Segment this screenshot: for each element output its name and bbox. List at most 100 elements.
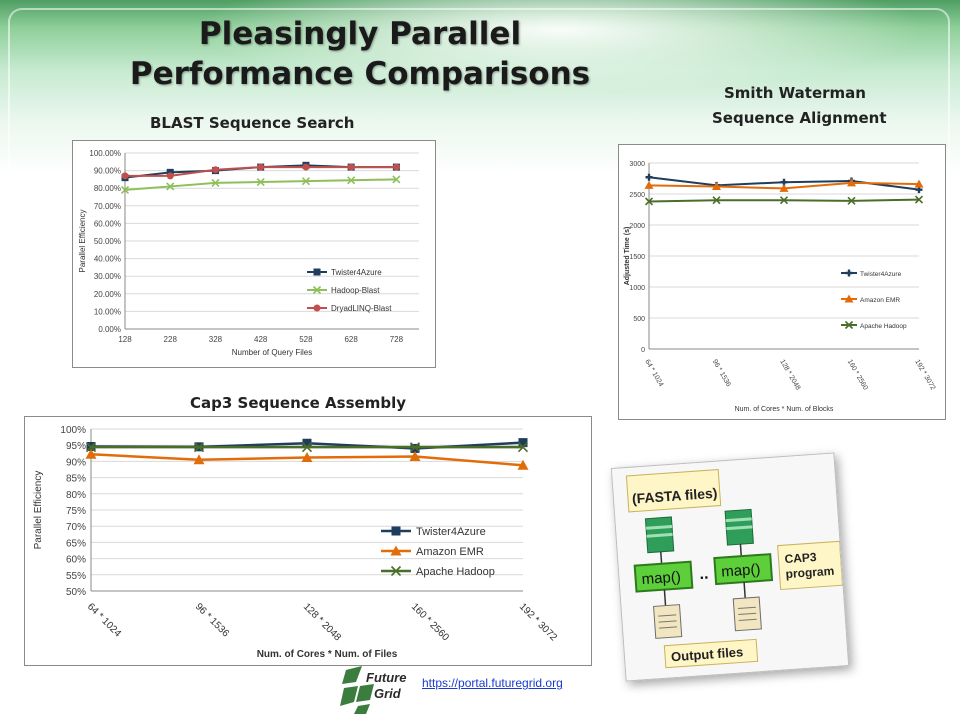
data-point [193, 442, 205, 453]
y-tick-label: 0 [641, 347, 645, 354]
sw-chart: 0 500 1000 1500 2000 2500 3000 64 * 1024 96 * 15… [624, 161, 936, 413]
x-tick-label: 192 * 3072 [913, 359, 936, 392]
x-tick-label: 96 * 1536 [711, 359, 732, 389]
y-axis-title: Adjusted Time (s) [624, 227, 631, 286]
data-point [392, 163, 400, 171]
input-files-label: (FASTA files) [631, 485, 717, 507]
y-tick-label: 100.00% [89, 149, 121, 158]
legend-item: DryadLINQ-Blast [307, 304, 392, 313]
data-point [301, 177, 310, 186]
cap3-program-box [777, 540, 844, 591]
y-tick-label: 70.00% [94, 202, 121, 211]
data-point [392, 175, 401, 184]
y-tick-label: 3000 [629, 161, 645, 168]
data-point [257, 163, 265, 171]
x-tick-label: 160 * 2560 [846, 359, 869, 392]
legend-marker [390, 545, 402, 556]
y-tick-label: 95% [66, 441, 86, 452]
y-tick-label: 500 [633, 316, 645, 323]
futuregrid-logo: Future Grid [340, 662, 420, 714]
data-point [779, 183, 789, 192]
x-tick-label: 160 * 2560 [409, 601, 451, 643]
cap3-label: CAP3 [784, 550, 817, 566]
data-point [517, 442, 529, 453]
data-point [645, 173, 653, 181]
portal-link[interactable]: https://portal.futuregrid.org [422, 676, 563, 690]
x-tick-label: 228 [164, 335, 178, 344]
output-doc-right [732, 596, 762, 632]
blast-chart-panel: 0.00% 10.00% 20.00% 30.00% 40.00% 50.00% 60.00… [72, 140, 436, 368]
data-point [847, 178, 856, 187]
y-tick-label: 50.00% [94, 237, 121, 246]
sw-chart-label-line-2: Sequence Alignment [712, 109, 887, 127]
y-tick-label: 1000 [629, 285, 645, 292]
legend-item: Twister4Azure [381, 526, 486, 538]
output-files-box [663, 638, 759, 669]
data-point [211, 178, 220, 187]
data-point [409, 442, 421, 453]
map-label-left: map() [641, 568, 681, 588]
logo-text-future: Future [366, 670, 406, 685]
data-point [644, 180, 654, 189]
series-apache-hadoop [85, 442, 529, 453]
series-twister4azure [86, 438, 528, 453]
legend-label: DryadLINQ-Blast [331, 304, 392, 313]
data-point [410, 443, 420, 453]
ellipsis-dots: .. [699, 566, 709, 584]
legend-item: Apache Hadoop [841, 320, 907, 330]
y-tick-label: 60% [66, 555, 86, 566]
legend-marker [845, 269, 853, 277]
x-tick-label: 728 [390, 335, 404, 344]
x-tick-label: 128 [118, 335, 132, 344]
data-point [409, 451, 421, 462]
data-point [85, 442, 97, 453]
title-line-1: Pleasingly Parallel [198, 16, 522, 52]
map-label-right: map() [721, 561, 761, 581]
y-tick-label: 70% [66, 522, 86, 533]
data-point [193, 454, 205, 465]
cap3-workflow-thumbnail: (FASTA files) map() .. map() CAP3 progra… [610, 452, 850, 682]
legend-item: Amazon EMR [381, 545, 484, 558]
x-axis-title: Num. of Cores * Num. of Files [257, 649, 398, 660]
legend-label: Apache Hadoop [416, 566, 495, 578]
x-tick-label: 528 [299, 335, 313, 344]
y-tick-label: 10.00% [94, 307, 121, 316]
slide-title: Pleasingly Parallel Performance Comparis… [100, 14, 620, 94]
map-box-left [633, 560, 694, 593]
blast-chart-label: BLAST Sequence Search [150, 114, 355, 132]
cap3-chart: 50% 55% 60% 65% 70% 75% 80% 85% 90% 95% 100% 64 * 1… [33, 425, 559, 660]
legend-item: Apache Hadoop [381, 565, 495, 578]
y-axis-title: Parallel Efficiency [78, 210, 87, 273]
file-stack-left [644, 516, 675, 554]
legend-item: Amazon EMR [841, 294, 900, 304]
program-label: program [785, 564, 835, 581]
cap3-chart-panel: 50% 55% 60% 65% 70% 75% 80% 85% 90% 95% 100% 64 * 1… [24, 416, 592, 666]
data-point [644, 197, 654, 206]
y-tick-label: 80.00% [94, 184, 121, 193]
legend-label: Amazon EMR [416, 546, 484, 558]
y-tick-label: 1500 [629, 254, 645, 261]
series-dryadlinq-blast [121, 163, 400, 180]
file-stack-right [724, 508, 754, 546]
data-point [914, 195, 924, 204]
data-point [166, 168, 174, 176]
arrow-right-down [739, 544, 743, 557]
legend-label: Twister4Azure [860, 271, 902, 278]
legend-label: Apache Hadoop [860, 323, 907, 330]
y-tick-label: 65% [66, 538, 86, 549]
data-point [517, 459, 529, 470]
data-point [914, 179, 924, 188]
legend-marker [313, 268, 321, 276]
legend-label: Amazon EMR [860, 297, 900, 304]
data-point [779, 196, 789, 205]
data-point [301, 442, 313, 453]
x-tick-label: 628 [344, 335, 358, 344]
y-tick-label: 50% [66, 587, 86, 598]
x-tick-label: 128 * 2048 [778, 359, 801, 392]
y-tick-label: 75% [66, 506, 86, 517]
data-point [166, 172, 174, 180]
workflow-diagram: (FASTA files) map() .. map() CAP3 progra… [611, 453, 849, 681]
x-axis-title: Number of Query Files [232, 348, 312, 357]
sw-chart-label-line-1: Smith Waterman [724, 84, 866, 102]
data-point [712, 196, 721, 205]
